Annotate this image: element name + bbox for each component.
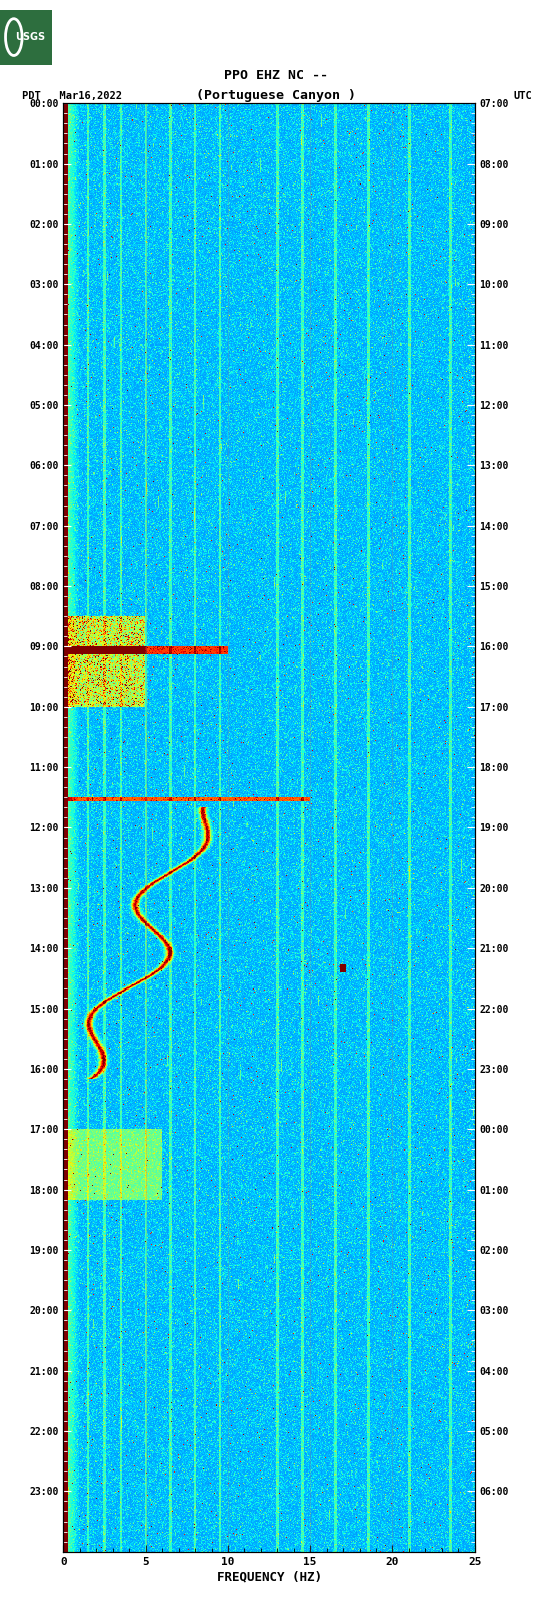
Text: (Portuguese Canyon ): (Portuguese Canyon ): [196, 89, 356, 103]
Text: UTC: UTC: [514, 90, 533, 102]
FancyBboxPatch shape: [0, 10, 52, 65]
Text: USGS: USGS: [15, 32, 45, 42]
Text: PDT   Mar16,2022: PDT Mar16,2022: [22, 90, 122, 102]
X-axis label: FREQUENCY (HZ): FREQUENCY (HZ): [216, 1571, 322, 1584]
Text: PPO EHZ NC --: PPO EHZ NC --: [224, 68, 328, 82]
